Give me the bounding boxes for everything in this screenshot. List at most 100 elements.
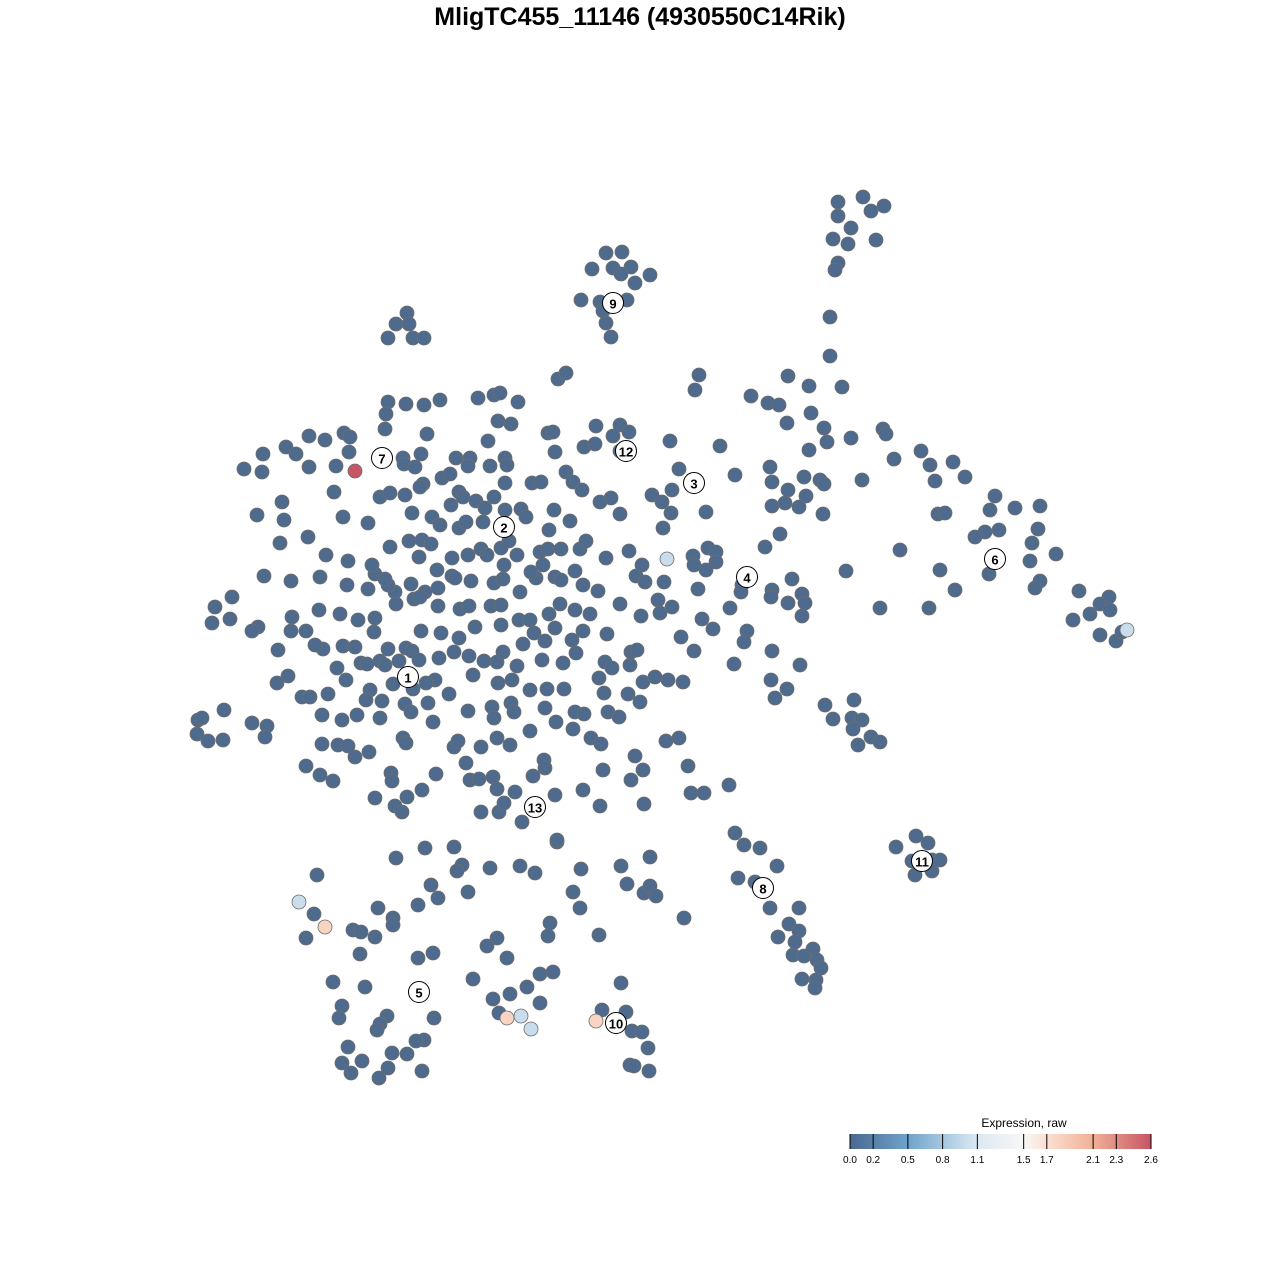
cluster-label-5: 5 [408,981,430,1003]
data-point [822,309,838,325]
data-point [671,461,687,477]
data-point [414,1063,430,1079]
data-point [878,426,894,442]
data-point [527,865,543,881]
cluster-label-text: 9 [609,297,616,312]
data-point [307,637,323,653]
data-point [547,620,563,636]
data-point [334,1055,350,1071]
data-point [216,702,232,718]
data-point [967,529,983,545]
data-point [868,232,884,248]
data-point [1092,627,1108,643]
data-point [509,658,525,674]
cluster-label-text: 8 [759,882,766,897]
data-point [671,730,687,746]
data-point [430,580,446,596]
data-point [872,600,888,616]
data-point [349,707,365,723]
data-point [542,915,558,931]
data-point [460,703,476,719]
data-point [450,733,466,749]
cluster-label-6: 6 [984,548,1006,570]
data-point [636,796,652,812]
data-point [772,526,788,542]
data-point [1082,606,1098,622]
data-point [947,582,963,598]
data-point [843,220,859,236]
colorbar-tick-label: 0.2 [866,1155,880,1166]
cluster-label-text: 3 [690,477,697,492]
data-point [834,379,850,395]
data-point [489,730,505,746]
data-point [410,897,426,913]
data-point [575,782,591,798]
data-point [370,900,386,916]
data-point [675,674,691,690]
data-point [932,562,948,578]
data-point [680,758,696,774]
data-point [413,446,429,462]
data-point [380,641,396,657]
data-point [598,550,614,566]
data-point [565,721,581,737]
data-point [763,672,779,688]
data-point [449,863,465,879]
data-point [770,929,786,945]
data-point [357,979,373,995]
data-point [532,995,548,1011]
data-point [541,522,557,538]
data-point [556,681,572,697]
data-point [312,569,328,585]
data-point [347,749,363,765]
data-point [444,550,460,566]
data-point [408,1033,424,1049]
colorbar-tick-label: 1.7 [1040,1155,1054,1166]
data-point [663,505,679,521]
data-point [284,609,300,625]
data-point [595,762,611,778]
data-point [673,629,689,645]
colorbar-tick-label: 0.0 [843,1155,857,1166]
data-point [575,577,591,593]
data-point [613,975,629,991]
data-point [423,536,439,552]
data-point [480,433,496,449]
data-point [691,367,707,383]
data-point [331,1010,347,1026]
data-point [922,457,938,473]
data-point [384,773,400,789]
data-point [932,852,948,868]
cluster-label-circle [683,472,705,494]
data-point [982,502,998,518]
data-point [510,394,526,410]
cluster-label-circle [736,566,758,588]
data-point [465,971,481,987]
cluster-label-text: 13 [528,801,542,816]
data-point [399,1046,415,1062]
data-point [513,1008,529,1024]
data-point [288,446,304,462]
data-point [384,1045,400,1061]
data-point [647,669,663,685]
data-point [945,454,961,470]
cluster-label-text: 10 [609,1017,623,1032]
data-point [613,858,629,874]
data-point [1065,612,1081,628]
data-point [815,506,831,522]
cluster-label-text: 12 [619,445,633,460]
data-point [489,781,505,797]
data-point [819,434,835,450]
data-point [568,645,584,661]
data-point [411,652,427,668]
data-point [496,795,512,811]
data-point [325,773,341,789]
data-point [413,623,429,639]
data-point [545,964,561,980]
data-point [350,612,366,628]
data-point [621,543,637,559]
data-point [431,650,447,666]
data-point [359,656,375,672]
data-point [495,571,511,587]
